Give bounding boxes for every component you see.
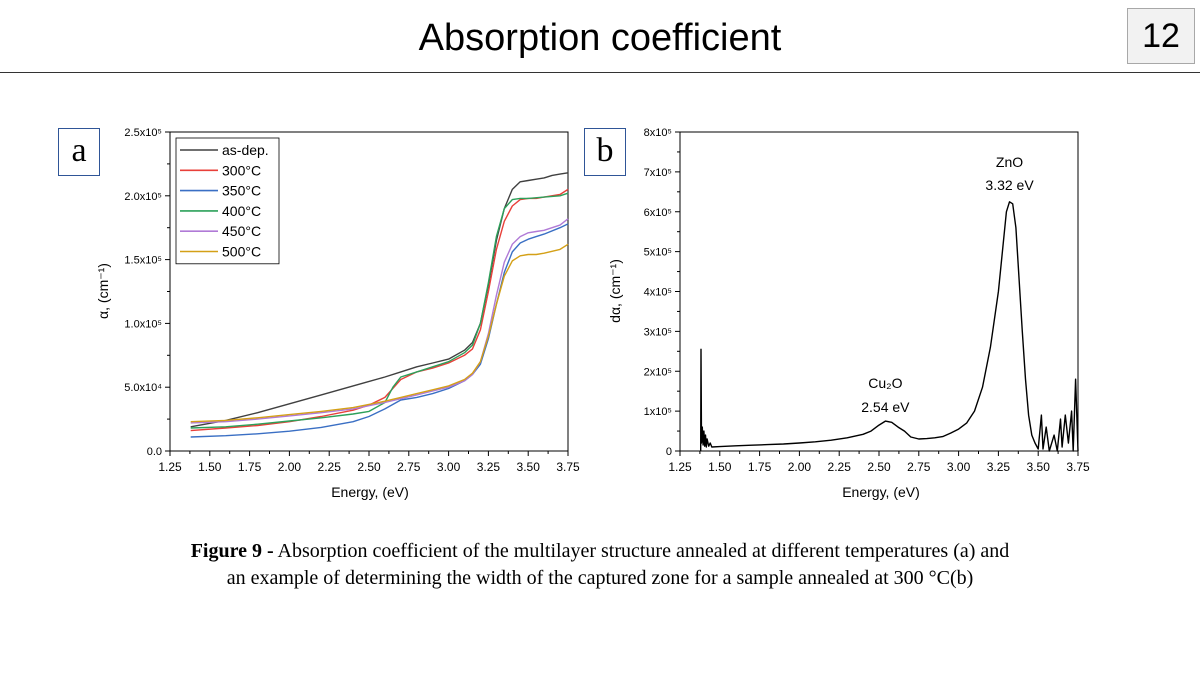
- series-line: [700, 201, 1079, 452]
- series-line-450C: [190, 218, 569, 424]
- x-tick-label: 3.75: [1066, 460, 1090, 474]
- legend-label: 500°C: [222, 244, 261, 260]
- y-tick-label: 5.0x10⁴: [124, 382, 162, 394]
- x-tick-label: 3.75: [556, 460, 580, 474]
- x-tick-label: 1.25: [158, 460, 182, 474]
- y-tick-label: 1.0x10⁵: [124, 318, 162, 330]
- x-tick-label: 2.25: [318, 460, 342, 474]
- y-tick-label: 1x10⁵: [644, 406, 672, 418]
- y-axis-label: dα, (cm⁻¹): [607, 259, 623, 323]
- annotation-name: Cu₂O: [868, 375, 902, 391]
- legend-label: 400°C: [222, 203, 261, 219]
- x-tick-label: 1.50: [708, 460, 732, 474]
- legend-label: 450°C: [222, 223, 261, 239]
- y-tick-label: 1.5x10⁵: [124, 255, 162, 267]
- x-tick-label: 3.50: [1027, 460, 1051, 474]
- y-tick-label: 5x10⁵: [644, 247, 672, 259]
- y-tick-label: 4x10⁵: [644, 287, 672, 299]
- x-axis-label: Energy, (eV): [331, 484, 409, 500]
- x-tick-label: 2.50: [867, 460, 891, 474]
- x-tick-label: 2.25: [828, 460, 852, 474]
- chart-a: 1.25 1.50 1.75 2.00 2.25 2.50 2.75 3.00 3.25 3.50…: [95, 127, 580, 500]
- x-tick-label: 2.75: [397, 460, 421, 474]
- x-tick-label: 3.25: [477, 460, 501, 474]
- y-tick-label: 2x10⁵: [644, 366, 672, 378]
- x-tick-label: 1.75: [748, 460, 772, 474]
- y-tick-label: 0.0: [147, 446, 162, 458]
- y-tick-label: 7x10⁵: [644, 167, 672, 179]
- x-tick-label: 2.00: [788, 460, 812, 474]
- x-tick-label: 2.00: [278, 460, 302, 474]
- panel-label-a: a: [58, 128, 100, 176]
- annotation-value: 2.54 eV: [861, 399, 910, 415]
- legend-label: 300°C: [222, 162, 261, 178]
- x-axis-label: Energy, (eV): [842, 484, 920, 500]
- figure-caption: Figure 9 - Absorption coefficient of the…: [100, 538, 1100, 592]
- annotation-name: ZnO: [996, 154, 1023, 170]
- legend-box: [175, 137, 280, 265]
- slide-title: Absorption coefficient: [418, 17, 782, 59]
- y-tick-label: 2.0x10⁵: [124, 191, 162, 203]
- caption-figure-number: Figure 9 -: [190, 540, 274, 562]
- caption-line-2: an example of determining the width of t…: [226, 567, 974, 589]
- y-axis-label: α, (cm⁻¹): [95, 263, 111, 319]
- x-tick-label: 3.00: [437, 460, 461, 474]
- y-tick-label: 3x10⁵: [644, 326, 672, 338]
- x-tick-label: 3.25: [987, 460, 1011, 474]
- annotation-value: 3.32 eV: [985, 177, 1034, 193]
- y-tick-label: 0: [666, 446, 672, 458]
- title-divider: [0, 72, 1200, 73]
- x-tick-label: 3.50: [517, 460, 541, 474]
- series-line-asdep: [190, 172, 569, 428]
- series-line-400C: [190, 192, 569, 429]
- y-tick-label: 2.5x10⁵: [124, 127, 162, 139]
- chart-b: 1.25 1.50 1.75 2.00 2.25 2.50 2.75 3.00 3.25 3.50…: [607, 127, 1090, 500]
- caption-line-1: Absorption coefficient of the multilayer…: [273, 540, 1010, 562]
- series-line-500C: [190, 243, 569, 423]
- slide-number: 12: [1127, 8, 1195, 64]
- x-tick-label: 1.25: [668, 460, 692, 474]
- x-tick-label: 2.75: [907, 460, 931, 474]
- x-tick-label: 2.50: [357, 460, 381, 474]
- y-tick-label: 8x10⁵: [644, 127, 672, 139]
- legend-label: as-dep.: [222, 142, 269, 158]
- x-tick-label: 3.00: [947, 460, 971, 474]
- panel-label-b: b: [584, 128, 626, 176]
- x-tick-label: 1.50: [198, 460, 222, 474]
- y-tick-label: 6x10⁵: [644, 207, 672, 219]
- legend-label: 350°C: [222, 183, 261, 199]
- x-tick-label: 1.75: [238, 460, 262, 474]
